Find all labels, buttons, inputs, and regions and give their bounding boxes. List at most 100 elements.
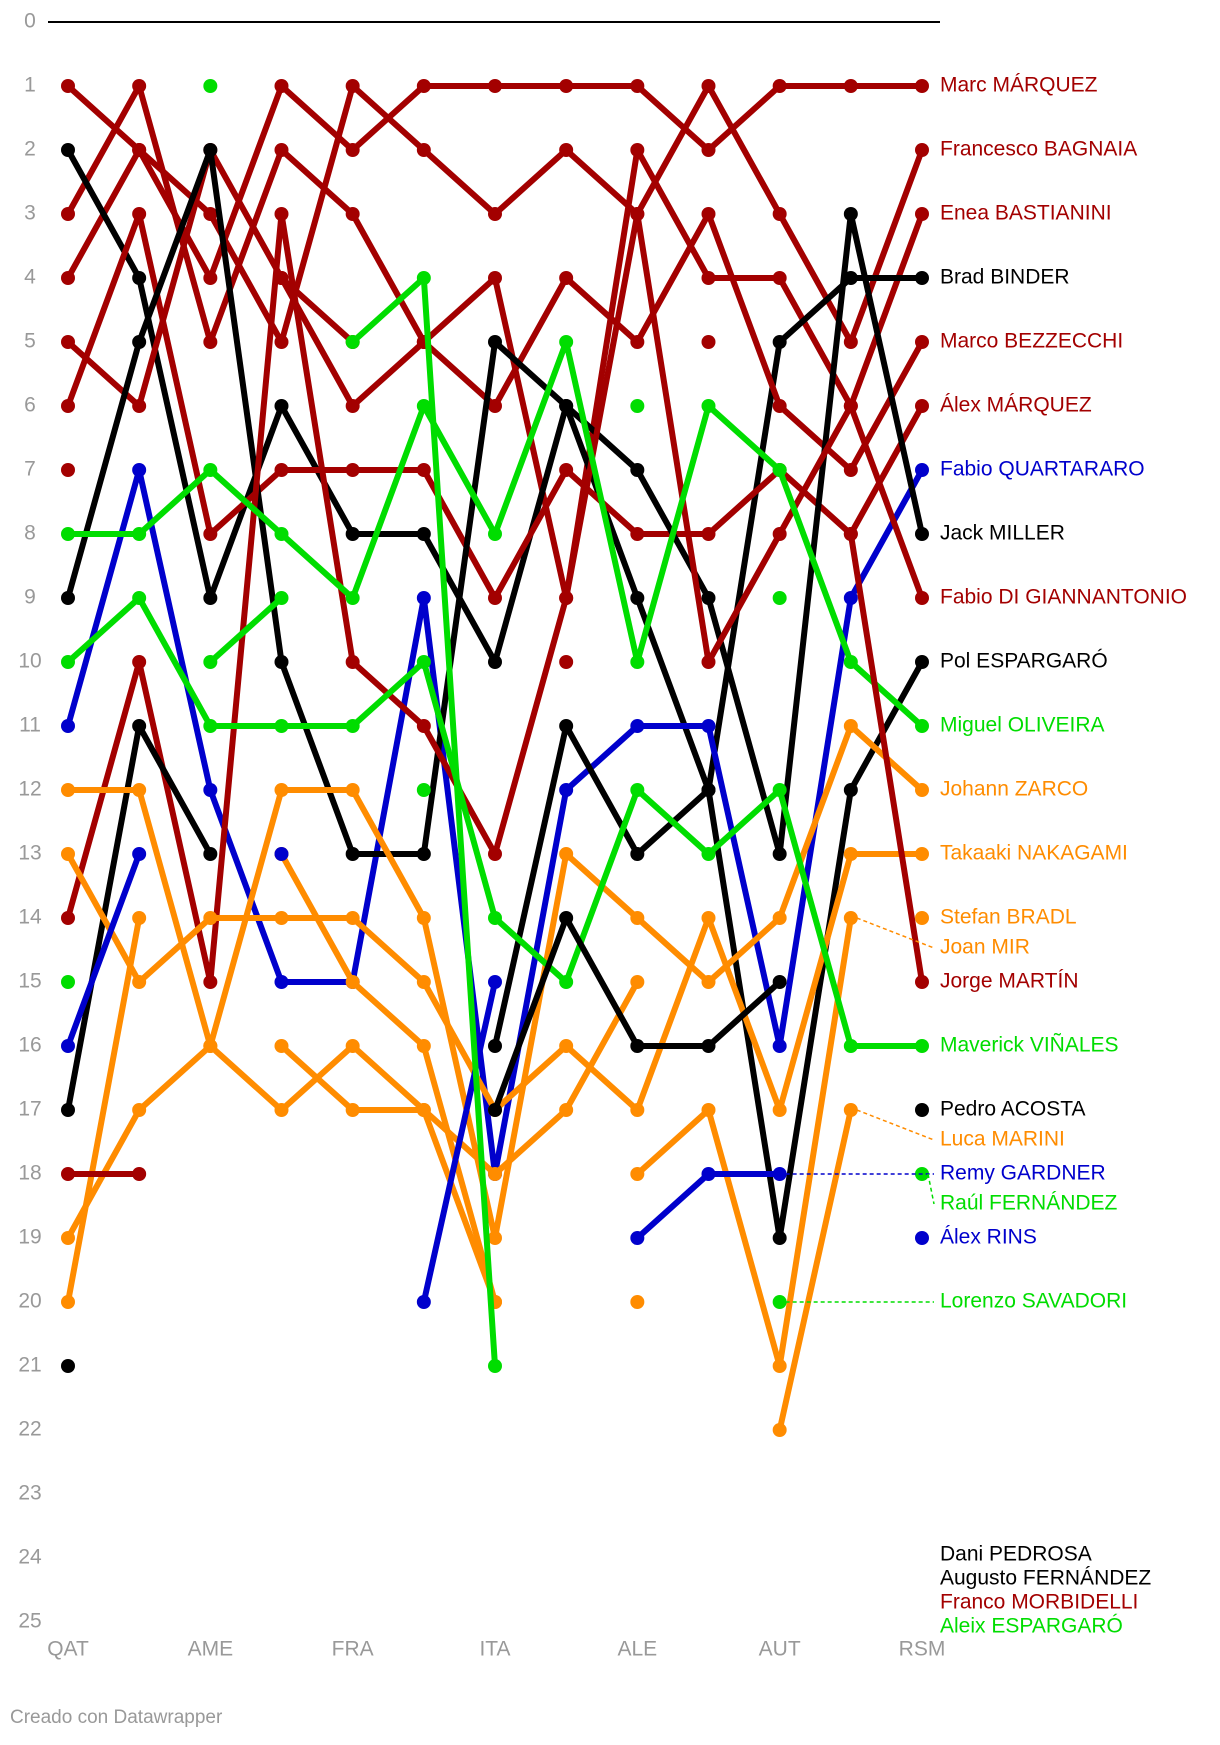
point	[559, 591, 574, 605]
point	[416, 655, 431, 669]
y-tick-label: 11	[19, 714, 41, 737]
y-tick-label: 22	[18, 1418, 41, 1441]
point	[630, 975, 645, 989]
point	[61, 1103, 75, 1117]
legend-label: Jack MILLER	[940, 522, 1065, 545]
point	[203, 1039, 218, 1053]
point	[61, 783, 75, 797]
point	[61, 463, 75, 477]
point	[630, 783, 645, 797]
point	[772, 207, 787, 221]
x-tick-label: ITA	[479, 1638, 510, 1661]
point	[559, 1103, 574, 1117]
point	[701, 719, 716, 733]
point	[559, 783, 574, 797]
point	[772, 1359, 787, 1373]
point	[345, 399, 360, 413]
point	[559, 399, 574, 413]
point	[488, 911, 502, 925]
point	[203, 463, 218, 477]
point	[701, 1167, 716, 1181]
point	[772, 399, 787, 413]
point	[61, 207, 75, 221]
point	[630, 1039, 645, 1053]
point	[488, 1167, 502, 1181]
point	[274, 463, 289, 477]
point	[915, 79, 929, 93]
point	[915, 655, 929, 669]
point	[132, 591, 147, 605]
point	[559, 271, 574, 285]
point	[274, 207, 289, 221]
point	[203, 655, 218, 669]
point	[488, 1295, 502, 1309]
point	[701, 79, 716, 93]
point	[61, 1359, 75, 1373]
point	[843, 527, 858, 541]
point	[772, 1423, 787, 1437]
point	[61, 143, 75, 157]
point	[488, 527, 502, 541]
point	[630, 591, 645, 605]
point	[701, 975, 716, 989]
y-tick-label: 25	[18, 1610, 41, 1633]
point	[630, 335, 645, 349]
point	[274, 399, 289, 413]
point	[203, 143, 218, 157]
point	[345, 463, 360, 477]
point	[915, 719, 929, 733]
point	[701, 207, 716, 221]
point	[630, 1231, 645, 1245]
y-tick-label: 24	[18, 1546, 42, 1569]
legend-label: Marco BEZZECCHI	[940, 330, 1123, 353]
point	[843, 591, 858, 605]
point	[203, 783, 218, 797]
point	[772, 911, 787, 925]
point	[843, 399, 858, 413]
point	[345, 79, 360, 93]
series-line	[65, 147, 925, 473]
point	[843, 655, 858, 669]
point	[345, 143, 360, 157]
legend-label: Francesco BAGNAIA	[940, 138, 1137, 161]
point	[843, 719, 858, 733]
point	[630, 79, 645, 93]
series-line	[279, 275, 925, 983]
point	[630, 847, 645, 861]
y-tick-label: 3	[24, 202, 36, 225]
point	[132, 655, 147, 669]
point	[203, 335, 218, 349]
point	[772, 79, 787, 93]
point	[915, 463, 929, 477]
point	[61, 719, 75, 733]
y-tick-label: 17	[18, 1098, 41, 1121]
legend-label: Álex MÁRQUEZ	[940, 394, 1092, 417]
y-tick-label: 10	[18, 650, 41, 673]
point	[61, 527, 75, 541]
point	[274, 719, 289, 733]
series-line	[279, 1043, 854, 1431]
legend-label: Álex RINS	[940, 1226, 1037, 1249]
point	[345, 1039, 360, 1053]
point	[772, 1039, 787, 1053]
point	[559, 847, 574, 861]
point	[274, 79, 289, 93]
point	[132, 975, 147, 989]
point	[701, 911, 716, 925]
point	[630, 463, 645, 477]
point	[203, 847, 218, 861]
y-tick-label: 15	[18, 970, 41, 993]
y-tick-label: 6	[24, 394, 36, 417]
y-tick-label: 20	[18, 1290, 41, 1313]
point	[488, 655, 502, 669]
point	[132, 207, 147, 221]
point	[772, 463, 787, 477]
series-line	[210, 598, 922, 1174]
legend-label: Lorenzo SAVADORI	[940, 1290, 1127, 1313]
legend-label: Johann ZARCO	[940, 778, 1088, 801]
point	[559, 463, 574, 477]
point	[915, 335, 929, 349]
y-tick-label: 13	[18, 842, 41, 865]
legend-label: Marc MÁRQUEZ	[940, 74, 1098, 97]
